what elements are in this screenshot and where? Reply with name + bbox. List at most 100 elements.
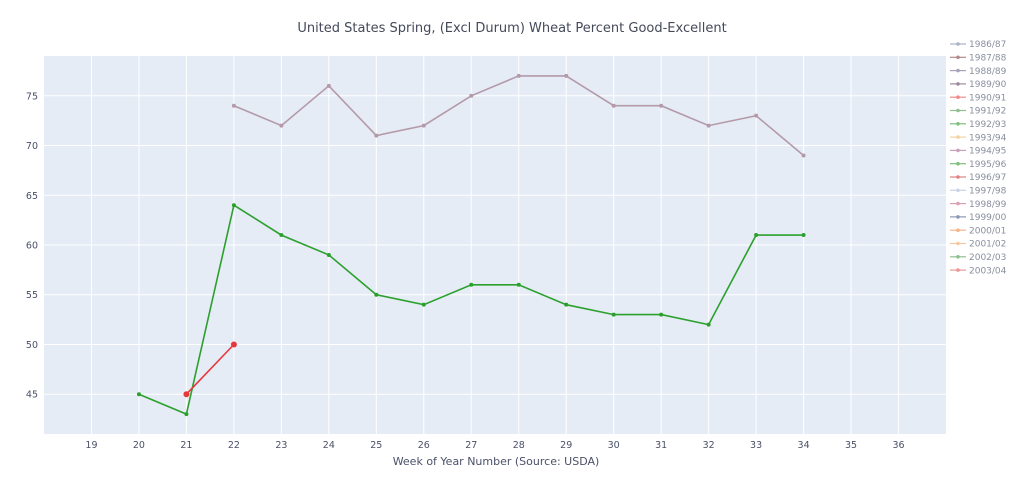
legend-label: 1991/92 [969, 107, 1006, 117]
legend-item[interactable]: 1995/96 [950, 160, 1007, 170]
legend-label: 1998/99 [969, 200, 1007, 210]
x-tick-label: 33 [750, 440, 762, 451]
legend-item[interactable]: 2001/02 [950, 240, 1006, 250]
data-point[interactable] [231, 203, 236, 208]
data-point[interactable] [183, 391, 190, 398]
legend-item[interactable]: 1999/00 [950, 213, 1007, 223]
legend-swatch-marker [956, 161, 960, 166]
legend-item[interactable]: 1994/95 [950, 147, 1006, 157]
data-point[interactable] [279, 123, 284, 128]
legend-item[interactable]: 1990/91 [950, 93, 1006, 103]
legend-label: 1993/94 [969, 133, 1007, 143]
data-point[interactable] [659, 312, 664, 317]
y-tick-label: 75 [26, 91, 38, 102]
x-tick-label: 23 [275, 440, 287, 451]
x-tick-label: 27 [465, 440, 477, 451]
data-point[interactable] [374, 133, 379, 138]
data-point[interactable] [231, 103, 236, 108]
legend-swatch-marker [956, 215, 960, 219]
legend-swatch-marker [956, 68, 960, 73]
series-line [185, 343, 235, 395]
x-tick-label: 28 [513, 440, 525, 451]
legend-item[interactable]: 1991/92 [950, 107, 1006, 117]
data-point[interactable] [801, 153, 806, 158]
x-axis-ticks: 19 20 21 22 23 24 25 26 27 28 29 30 31 32 33 34 35 36 [85, 440, 904, 451]
x-tick-label: 35 [845, 440, 857, 451]
legend-item[interactable]: 1986/87 [950, 40, 1006, 50]
legend-label: 2001/02 [969, 240, 1006, 250]
chart-title: United States Spring, (Excl Durum) Wheat… [297, 21, 726, 36]
legend-label: 2003/04 [969, 266, 1007, 276]
data-point[interactable] [326, 83, 331, 88]
y-tick-label: 50 [26, 340, 38, 351]
legend-item[interactable]: 2003/04 [950, 266, 1007, 276]
legend-item[interactable]: 2000/01 [950, 226, 1006, 236]
x-tick-label: 34 [798, 440, 810, 451]
legend-item[interactable]: 1996/97 [950, 173, 1006, 183]
legend-swatch-marker [956, 82, 960, 86]
data-point[interactable] [564, 302, 569, 307]
legend-label: 1999/00 [969, 213, 1007, 223]
data-point[interactable] [706, 322, 711, 327]
data-point[interactable] [659, 103, 664, 108]
legend-item[interactable]: 1992/93 [950, 120, 1006, 130]
x-tick-label: 21 [180, 440, 192, 451]
data-point[interactable] [421, 302, 426, 307]
legend-label: 1988/89 [969, 67, 1007, 77]
series-18 [231, 73, 806, 158]
legend-label: 1995/96 [969, 160, 1007, 170]
y-tick-label: 65 [26, 191, 38, 202]
legend-swatch-marker [956, 108, 960, 113]
data-point[interactable] [754, 233, 759, 238]
legend-item[interactable]: 1988/89 [950, 67, 1007, 77]
x-tick-label: 26 [418, 440, 430, 451]
data-point[interactable] [801, 233, 806, 238]
legend-item[interactable]: 1993/94 [950, 133, 1007, 143]
legend-label: 1987/88 [969, 54, 1007, 64]
legend-item[interactable]: 2002/03 [950, 253, 1006, 263]
data-point[interactable] [706, 123, 711, 128]
x-tick-label: 19 [85, 440, 97, 451]
data-point[interactable] [421, 123, 426, 128]
x-tick-label: 22 [228, 440, 240, 451]
legend[interactable]: 1986/87 1987/88 1988/89 1989/90 1990/91 1991/… [950, 40, 1007, 276]
data-point[interactable] [754, 113, 759, 118]
gridlines [44, 56, 946, 434]
data-point[interactable] [564, 73, 569, 78]
legend-label: 1997/98 [969, 187, 1007, 197]
data-point[interactable] [136, 392, 141, 397]
x-tick-label: 24 [323, 440, 335, 451]
legend-label: 2000/01 [969, 226, 1006, 236]
data-point[interactable] [230, 341, 237, 348]
legend-label: 1986/87 [969, 40, 1006, 50]
series-group [136, 73, 806, 417]
data-point[interactable] [516, 282, 521, 287]
legend-swatch-marker [956, 201, 960, 206]
series-19 [136, 203, 806, 417]
legend-label: 1996/97 [969, 173, 1006, 183]
legend-item[interactable]: 1997/98 [950, 187, 1007, 197]
legend-swatch-marker [956, 188, 960, 193]
legend-item[interactable]: 1989/90 [950, 80, 1007, 90]
legend-swatch-marker [956, 122, 960, 126]
legend-item[interactable]: 1998/99 [950, 200, 1007, 210]
data-point[interactable] [611, 312, 616, 317]
y-tick-label: 45 [26, 390, 38, 401]
data-point[interactable] [374, 292, 379, 297]
data-point[interactable] [279, 233, 284, 238]
data-point[interactable] [184, 412, 189, 417]
legend-swatch-marker [956, 241, 960, 246]
data-point[interactable] [326, 252, 331, 257]
legend-item[interactable]: 1987/88 [950, 54, 1007, 64]
legend-swatch-marker [956, 254, 960, 259]
series-20 [183, 341, 237, 398]
data-point[interactable] [611, 103, 616, 108]
legend-label: 1992/93 [969, 120, 1006, 130]
x-axis-title: Week of Year Number (Source: USDA) [393, 455, 600, 468]
x-tick-label: 36 [892, 440, 904, 451]
y-tick-label: 70 [26, 141, 38, 152]
data-point[interactable] [469, 282, 474, 287]
legend-swatch-marker [956, 228, 960, 232]
data-point[interactable] [516, 73, 521, 78]
data-point[interactable] [469, 93, 474, 98]
